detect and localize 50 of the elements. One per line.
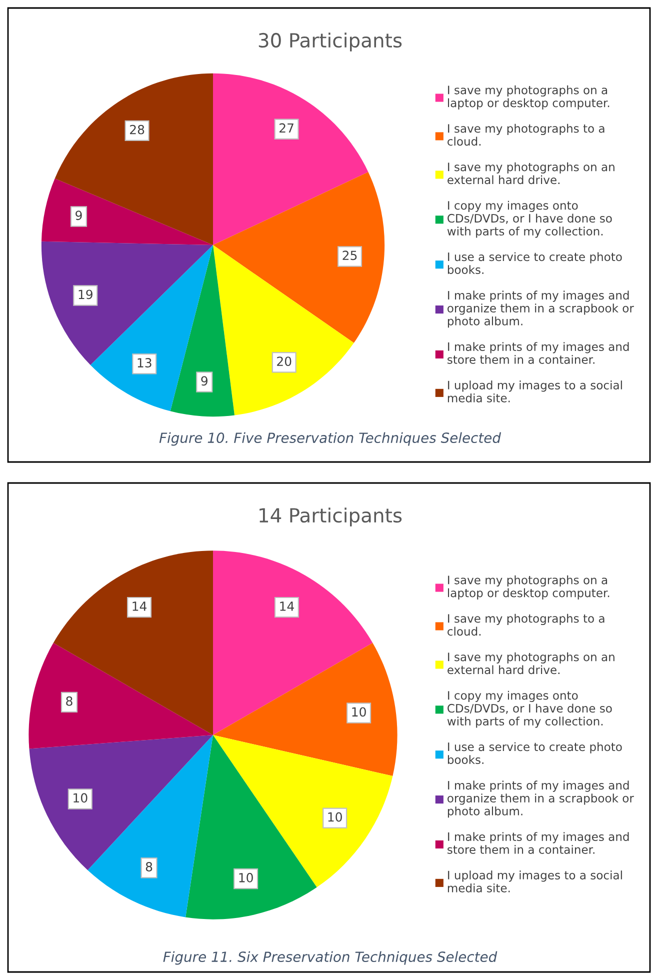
chart-title: 14 Participants <box>260 508 402 526</box>
data-label: 10 <box>74 793 88 803</box>
legend-label: I copy my images onto CDs/DVDs, or I have done so with parts of my collection. <box>447 690 612 728</box>
chart-title: 30 Participants <box>258 32 402 52</box>
pie-slice <box>213 735 393 888</box>
data-label: 14 <box>280 602 294 611</box>
data-label: 28 <box>130 124 144 134</box>
data-label: 20 <box>277 356 292 366</box>
data-label: 8 <box>66 696 72 706</box>
data-label: 10 <box>328 812 342 822</box>
legend-label: I make prints of my images and organize them in a scrapbook or photo album. <box>448 290 634 328</box>
data-label: 14 <box>132 602 147 611</box>
legend-label: I save my photographs on an external hard drive. <box>448 162 614 184</box>
pie-slice <box>41 178 213 245</box>
pie-slice <box>29 735 213 870</box>
legend-label: I upload my images to a social media site. <box>448 380 622 402</box>
legend-label: I save my photographs on an external hard drive. <box>448 652 614 674</box>
pie-slice <box>41 241 213 366</box>
legend-label: I use a service to create photo books. <box>448 252 622 274</box>
legend-label: I save my photographs on a laptop or desktop computer. <box>448 85 610 110</box>
data-label: 8 <box>146 862 152 872</box>
legend-label: I copy my images onto CDs/DVDs, or I have done so with parts of my collection. <box>447 200 612 238</box>
data-label: 19 <box>78 290 92 300</box>
caption: Figure 10. Five Preservation Techniques Selected <box>159 432 502 446</box>
data-label: 9 <box>201 376 208 386</box>
legend-label: I save my photographs to a cloud. <box>448 614 604 636</box>
data-label: 27 <box>280 123 294 133</box>
data-label: 10 <box>352 707 366 717</box>
pie-slice <box>88 735 213 918</box>
legend-label: I save my photographs to a cloud. <box>448 124 604 146</box>
pie-slice <box>54 73 213 245</box>
pie-slice <box>213 550 373 735</box>
data-label: 9 <box>76 210 82 220</box>
data-label: 10 <box>239 872 253 882</box>
legend-label: I save my photographs on a laptop or desktop computer. <box>448 575 610 600</box>
pie-slice <box>28 642 213 749</box>
caption: Figure 11. Six Preservation Techniques Selected <box>163 951 498 965</box>
legend-label: I make prints of my images and store them in a container. <box>448 832 629 854</box>
legend-label: I make prints of my images and store them in a container. <box>448 342 629 364</box>
pie-slice <box>53 550 213 735</box>
legend-label: I use a service to create photo books. <box>448 742 622 764</box>
pie-slice <box>213 172 385 343</box>
data-label: 25 <box>342 250 357 260</box>
data-label: 13 <box>138 358 152 368</box>
pie-slice <box>213 642 398 776</box>
pie-slice <box>186 735 317 920</box>
pie-slice <box>213 73 368 245</box>
legend-label: I upload my images to a social media site. <box>448 870 622 892</box>
pie-slice <box>170 245 235 417</box>
legend-label: I make prints of my images and organize them in a scrapbook or photo album. <box>448 780 634 818</box>
